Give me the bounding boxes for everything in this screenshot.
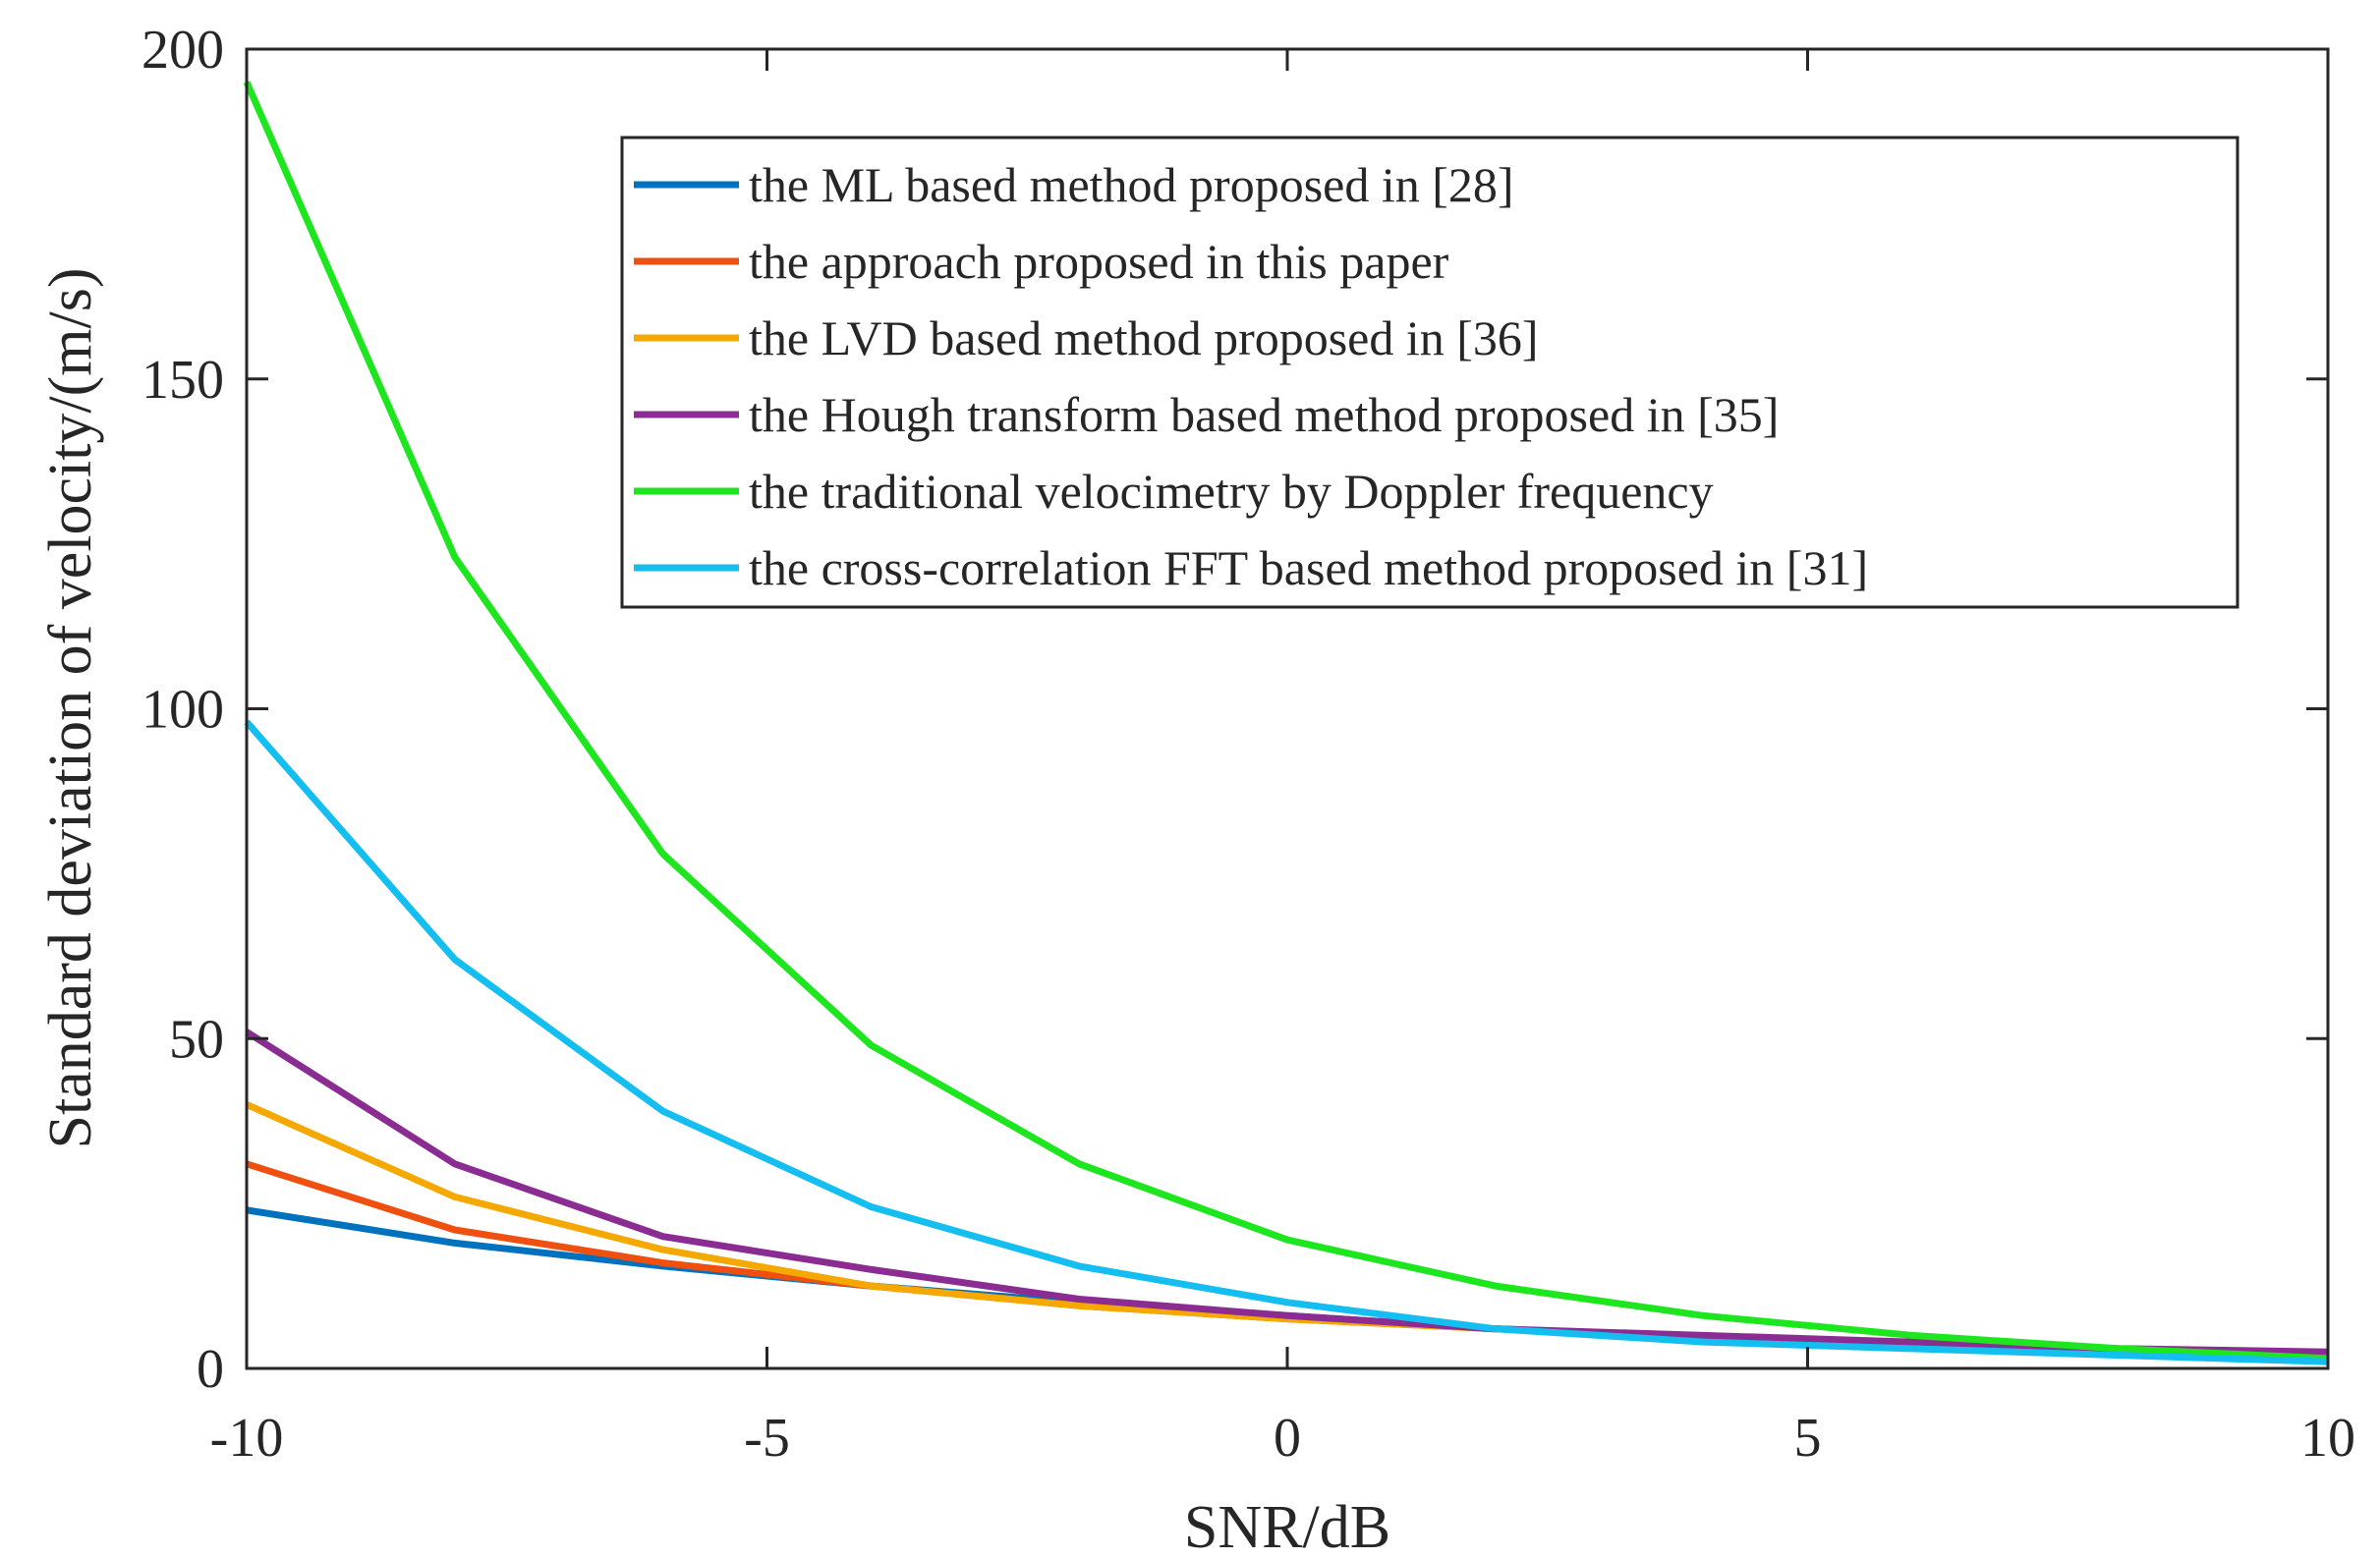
legend-box [620, 136, 2239, 609]
x-tick-label: -10 [210, 1408, 284, 1469]
legend-label-5: the traditional velocimetry by Doppler f… [749, 464, 1714, 519]
legend-label-6: the cross-correlation FFT based method p… [749, 540, 1868, 595]
legend: the ML based method proposed in [28] the … [620, 136, 2239, 609]
y-axis-title: Standard deviation of velocity/(m/s) [37, 267, 104, 1148]
x-tick-label: -5 [744, 1408, 790, 1469]
y-tick-label: 150 [142, 350, 224, 411]
x-axis-title: SNR/dB [1184, 1494, 1390, 1558]
legend-label-3: the LVD based method proposed in [36] [749, 310, 1539, 365]
legend-label-4: the Hough transform based method propose… [749, 387, 1779, 442]
y-tick-label: 100 [142, 680, 224, 741]
series-layer [243, 81, 2329, 1365]
legend-label-1: the ML based method proposed in [28] [749, 157, 1514, 212]
series-line-5 [243, 81, 2329, 1363]
y-tick-label: 200 [142, 20, 224, 81]
series-line-6 [244, 719, 2329, 1365]
series-line-4 [245, 1029, 2329, 1356]
x-tick-label: 10 [2300, 1408, 2355, 1469]
legend-label-2: the approach proposed in this paper [749, 234, 1449, 289]
y-tick-label: 0 [197, 1339, 224, 1400]
y-tick-label: 50 [169, 1009, 224, 1070]
x-tick-label: 0 [1274, 1408, 1301, 1469]
legend-items: the ML based method proposed in [28] the … [634, 157, 1868, 595]
x-tick-label: 5 [1794, 1408, 1822, 1469]
